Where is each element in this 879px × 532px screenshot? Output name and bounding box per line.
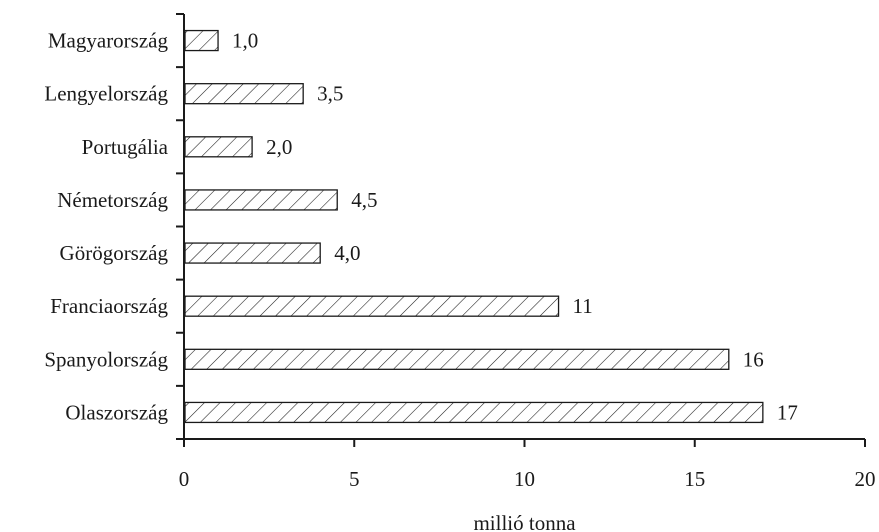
x-tick-label: 15: [684, 467, 705, 491]
bar: [184, 29, 219, 52]
category-label: Németország: [57, 188, 168, 212]
category-label: Franciaország: [50, 294, 168, 318]
x-tick-label: 10: [514, 467, 535, 491]
value-label: 1,0: [232, 29, 258, 53]
bar: [184, 136, 253, 158]
x-tick-label: 5: [349, 467, 360, 491]
bar: [184, 83, 304, 105]
value-label: 4,0: [334, 241, 360, 265]
value-label: 16: [743, 347, 764, 371]
x-tick-label: 20: [855, 467, 876, 491]
value-label: 17: [777, 400, 798, 424]
bar: [184, 295, 560, 317]
x-axis-title: millió tonna: [473, 511, 576, 532]
bar: [184, 348, 730, 370]
category-label: Olaszország: [65, 400, 168, 424]
category-label: Görögország: [60, 241, 169, 265]
value-label: 4,5: [351, 188, 377, 212]
category-label: Portugália: [82, 135, 169, 159]
category-label: Spanyolország: [44, 347, 168, 371]
x-tick-label: 0: [179, 467, 190, 491]
value-label: 11: [573, 294, 593, 318]
bar: [184, 401, 764, 424]
bar: [184, 189, 338, 211]
category-label: Lengyelország: [44, 82, 168, 106]
bar: [184, 242, 321, 264]
value-label: 2,0: [266, 135, 292, 159]
chart-marks: Magyarország 1,0 Lengyelország 3,5 Portugáli…: [44, 13, 876, 491]
value-label: 3,5: [317, 82, 343, 106]
category-label: Magyarország: [48, 29, 169, 53]
